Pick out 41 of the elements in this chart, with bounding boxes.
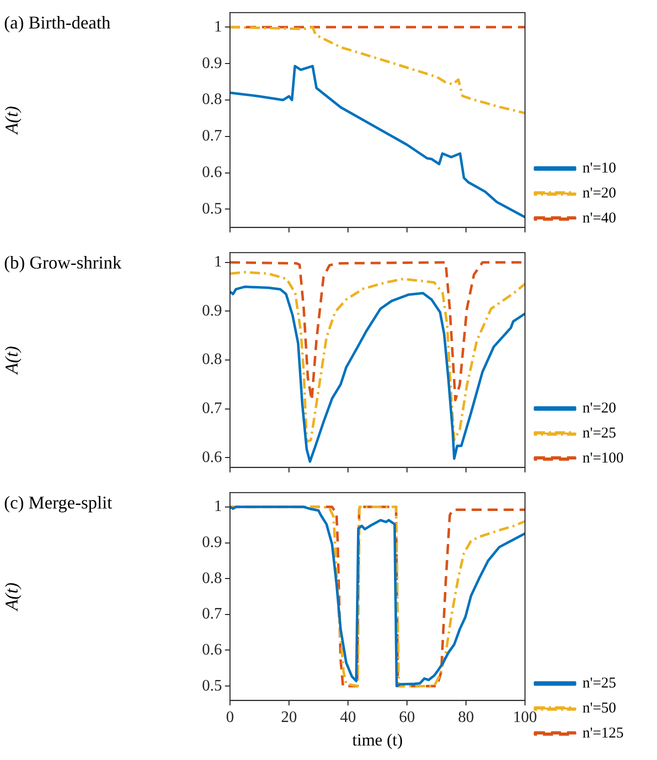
legend-label: n'=20	[582, 400, 616, 416]
x-tick-label: 80	[458, 709, 474, 726]
y-axis-title: A(t)	[2, 346, 22, 375]
y-tick-label: 0.5	[202, 677, 222, 694]
y-tick-label: 0.8	[202, 351, 222, 368]
legend-label: n'=25	[582, 425, 616, 442]
legend-label: n'=50	[582, 700, 616, 716]
line-series	[230, 270, 525, 443]
y-tick-label: 0.7	[202, 606, 222, 623]
legend-label: n'=125	[582, 725, 624, 742]
y-axis-title: A(t)	[2, 106, 22, 135]
text: (a) Birth-death	[4, 12, 110, 32]
y-tick-label: 0.8	[202, 91, 222, 108]
legend-label: n'=100	[582, 450, 624, 466]
y-tick-label: 0.6	[202, 164, 222, 181]
y-tick-label: 0.7	[202, 400, 222, 418]
y-tick-label: 0.7	[202, 128, 222, 145]
x-tick-label: 60	[399, 709, 415, 726]
text: (c) Merge-split	[4, 492, 112, 512]
legend-label: n'=20	[582, 185, 616, 202]
y-tick-label: 1	[214, 254, 222, 271]
y-tick-label: 0.9	[202, 534, 222, 551]
x-tick-label: 20	[281, 709, 297, 726]
x-axis-title: time (t)	[352, 730, 403, 750]
legend-label: n'=10	[582, 160, 616, 176]
y-tick-label: 1	[214, 18, 222, 36]
y-tick-label: 0.6	[202, 641, 222, 658]
y-tick-label: 0.8	[202, 570, 222, 587]
line-series	[230, 26, 525, 114]
legend-label: n'=40	[582, 210, 616, 226]
y-tick-label: 0.9	[202, 302, 222, 320]
y-tick-label: 1	[214, 498, 222, 516]
y-axis-title: A(t)	[2, 582, 22, 612]
x-tick-label: 0	[226, 709, 234, 726]
legend-label: n'=25	[582, 675, 616, 692]
y-tick-label: 0.6	[202, 448, 222, 466]
text: (b) Grow-shrink	[4, 252, 122, 272]
y-tick-label: 0.5	[202, 200, 222, 218]
x-tick-label: 100	[513, 709, 537, 726]
x-tick-label: 40	[340, 709, 356, 726]
y-tick-label: 0.9	[202, 54, 222, 72]
